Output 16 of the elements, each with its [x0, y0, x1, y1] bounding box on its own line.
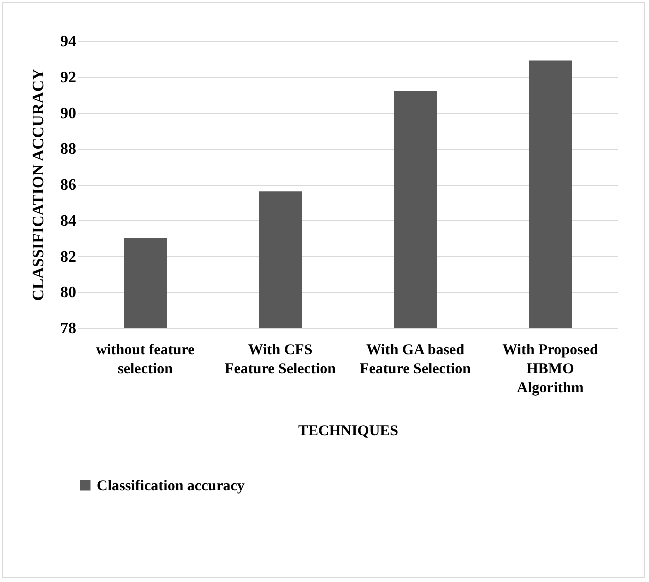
x-axis-title: TECHNIQUES	[298, 424, 399, 440]
x-tick-label: With Proposed HBMO Algorithm	[502, 342, 600, 396]
y-tick-label: 94	[60, 34, 76, 50]
y-tick-label: 82	[60, 248, 76, 266]
y-tick-label: 80	[60, 284, 76, 302]
y-tick-label: 90	[60, 105, 76, 122]
y-tick-label: 78	[60, 320, 76, 338]
legend-label: Classification accuracy	[97, 478, 246, 494]
y-tick-label: 86	[60, 177, 76, 194]
x-tick-label: without feature selection	[96, 342, 196, 378]
y-tick-label: 88	[60, 141, 76, 158]
y-axis-title: CLASSIFICATION ACCURACY	[30, 68, 48, 302]
x-tick-label: With GA based Feature Selection	[360, 342, 472, 378]
x-tick-label: With CFS Feature Selection	[225, 342, 337, 378]
y-tick-label: 92	[60, 69, 76, 86]
y-tick-label: 84	[60, 212, 76, 230]
